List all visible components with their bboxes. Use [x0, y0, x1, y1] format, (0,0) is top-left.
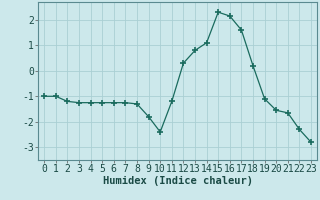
X-axis label: Humidex (Indice chaleur): Humidex (Indice chaleur) [103, 176, 252, 186]
